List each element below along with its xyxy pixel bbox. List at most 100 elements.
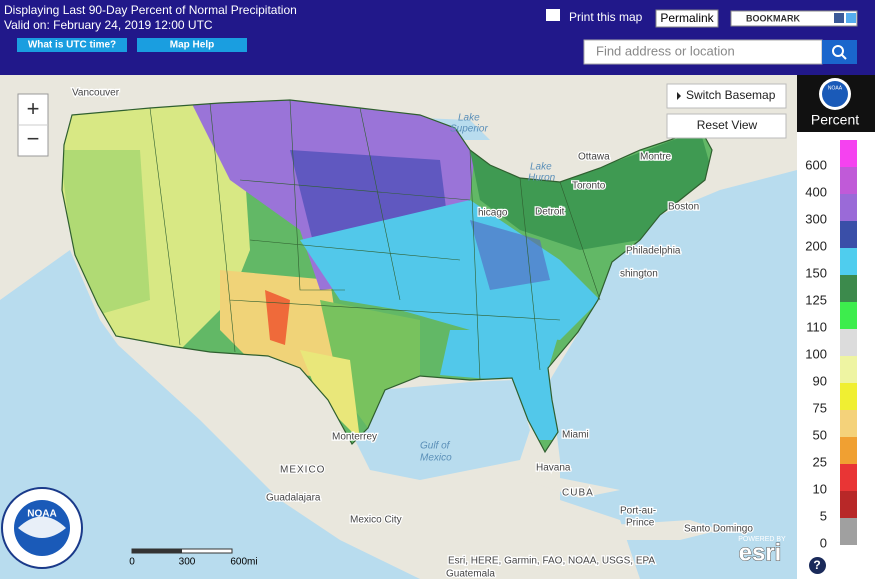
legend-swatch [840, 491, 857, 518]
place-label: Havana [536, 463, 571, 474]
legend-label: 110 [806, 319, 827, 334]
place-label: Boston [668, 202, 699, 213]
legend-swatch [840, 275, 857, 302]
water-label: Gulf of [420, 441, 451, 452]
state-lines [149, 99, 601, 381]
search-input[interactable] [583, 39, 823, 65]
reset-view-label[interactable]: Reset View [697, 118, 758, 132]
permalink-button[interactable] [655, 9, 719, 28]
water-label: Mexico [420, 453, 452, 464]
legend-swatch [840, 140, 857, 167]
bookmark-button[interactable] [730, 10, 858, 27]
water-label: Superior [450, 124, 488, 135]
powered-by: POWERED BY [738, 536, 786, 543]
water-label: Huron [528, 173, 556, 184]
help-label[interactable]: ? [813, 558, 820, 572]
search-button[interactable] [822, 40, 857, 64]
legend-swatch [840, 383, 857, 410]
legend-label: 75 [813, 400, 827, 415]
scale-bar [132, 549, 182, 553]
scale-label: 600mi [230, 557, 257, 568]
legend-swatch [840, 248, 857, 275]
print-link[interactable]: Print this map [569, 10, 643, 24]
legend-label: 25 [813, 454, 827, 469]
legend-swatch [840, 329, 857, 356]
scale-label: 0 [129, 557, 135, 568]
permalink-label[interactable]: Permalink [660, 11, 714, 25]
water-label: Lake [530, 162, 552, 173]
cuba [520, 470, 620, 498]
place-label: Miami [562, 430, 589, 441]
gulf [355, 380, 530, 480]
switch-basemap-label[interactable]: Switch Basemap [686, 88, 776, 102]
scale-label: 300 [179, 557, 196, 568]
print-icon[interactable] [546, 9, 560, 21]
legend-label: 200 [805, 238, 827, 253]
us-outline [61, 99, 713, 454]
title: Displaying Last 90-Day Percent of Normal… [4, 3, 297, 17]
place-label: Monterrey [332, 432, 377, 443]
place-label: Port-au- [620, 506, 656, 517]
legend-label: 150 [805, 265, 827, 280]
legend-label: 600 [805, 157, 827, 172]
legend-swatch [840, 356, 857, 383]
legend-swatch [840, 464, 857, 491]
zoom-in[interactable]: + [27, 96, 40, 121]
search-placeholder[interactable]: Find address or location [596, 43, 735, 58]
switch-basemap-button[interactable] [666, 83, 787, 109]
legend-label: 125 [805, 292, 827, 307]
water-label: Lake [458, 113, 480, 124]
place-label: Mexico City [350, 515, 402, 526]
noaa-seal-text: NOAA [27, 509, 56, 520]
help-button[interactable] [137, 38, 247, 52]
legend-swatch [840, 437, 857, 464]
utc-button-label[interactable]: What is UTC time? [28, 40, 116, 51]
help-button-label[interactable]: Map Help [170, 40, 214, 51]
attribution: Esri, HERE, Garmin, FAO, NOAA, USGS, EPA [448, 556, 655, 567]
search-icon[interactable] [832, 45, 844, 57]
place-label: Guatemala [446, 569, 495, 579]
reset-view-button[interactable] [666, 113, 787, 139]
share-icon[interactable] [834, 13, 844, 23]
legend-label: 5 [820, 508, 827, 523]
country-label: CUBA [562, 488, 594, 499]
legend-label: 0 [820, 535, 827, 550]
zoom-out[interactable]: − [27, 126, 40, 151]
place-label: Guadalajara [266, 493, 321, 504]
hispaniola [610, 520, 720, 540]
legend-label: 50 [813, 427, 827, 442]
utc-button[interactable] [17, 38, 127, 52]
share-icon[interactable] [846, 13, 856, 23]
legend-swatch [840, 194, 857, 221]
esri-logo: esri [739, 539, 782, 566]
noaa-seal-bird [18, 516, 66, 538]
place-label: Prince [626, 518, 655, 529]
legend-swatch [840, 221, 857, 248]
legend-body [797, 132, 875, 579]
arrow-icon[interactable] [677, 92, 681, 100]
legend-swatch [840, 167, 857, 194]
legend-logo-text: NOAA [828, 85, 843, 91]
country-label: MEXICO [280, 465, 325, 476]
legend-title: Percent [811, 112, 859, 128]
bookmark-label[interactable]: BOOKMARK [746, 13, 800, 23]
search-icon[interactable] [841, 54, 847, 60]
help-button[interactable] [809, 557, 826, 574]
ocean [0, 250, 420, 579]
place-label: Philadelphia [626, 246, 681, 257]
place-label: Montre [640, 152, 672, 163]
place-label: Toronto [572, 181, 606, 192]
valid-date: Valid on: February 24, 2019 12:00 UTC [4, 18, 213, 32]
legend-label: 10 [813, 481, 827, 496]
place-label: Detroit [535, 207, 565, 218]
legend-swatch [840, 518, 857, 545]
legend-label: 90 [813, 373, 827, 388]
legend-label: 400 [805, 184, 827, 199]
place-label: shington [620, 269, 658, 280]
legend-logo [822, 81, 848, 107]
place-label: Ottawa [578, 152, 610, 163]
place-label: Vancouver [72, 88, 120, 99]
legend-swatch [840, 410, 857, 437]
place-label: Santo Domingo [684, 524, 753, 535]
